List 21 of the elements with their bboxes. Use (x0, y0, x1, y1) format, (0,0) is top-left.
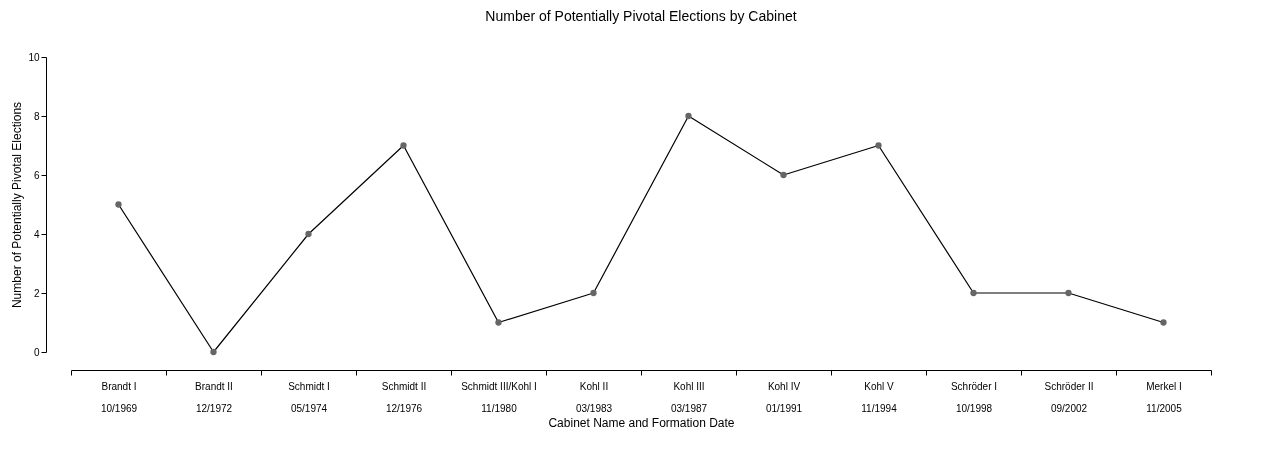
x-axis-title: Cabinet Name and Formation Date (548, 415, 735, 430)
x-tick-label: Schmidt III/Kohl I 11/1980 (461, 380, 537, 414)
y-tick-label: 6 (33, 169, 40, 181)
y-tick-label: 8 (33, 110, 40, 122)
x-tick-label: Schmidt I 05/1974 (288, 380, 330, 414)
y-tick-label: 4 (33, 228, 40, 240)
x-tick-label: Kohl IV 01/1991 (765, 380, 803, 414)
x-tick-label: Schröder II 09/2002 (1044, 380, 1094, 414)
y-tick-label: 10 (28, 51, 40, 63)
x-tick-label: Merkel I 11/2005 (1146, 380, 1183, 414)
chart-title: Number of Potentially Pivotal Elections by Cabinet (485, 8, 797, 24)
y-axis-title: Number of Potentially Pivotal Elections (10, 101, 25, 309)
x-tick-label: Brandt I 10/1969 (100, 380, 138, 414)
y-tick-label: 2 (33, 287, 40, 299)
x-tick-label: Brandt II 12/1972 (195, 380, 233, 414)
x-tick-label: Kohl III 03/1987 (670, 380, 708, 414)
x-tick-label: Schmidt II 12/1976 (381, 380, 427, 414)
x-tick-label: Kohl V 11/1994 (861, 380, 898, 414)
y-tick-label: 0 (33, 346, 40, 358)
x-tick-label: Kohl II 03/1983 (575, 380, 613, 414)
x-tick-label: Schröder I 10/1998 (950, 380, 998, 414)
